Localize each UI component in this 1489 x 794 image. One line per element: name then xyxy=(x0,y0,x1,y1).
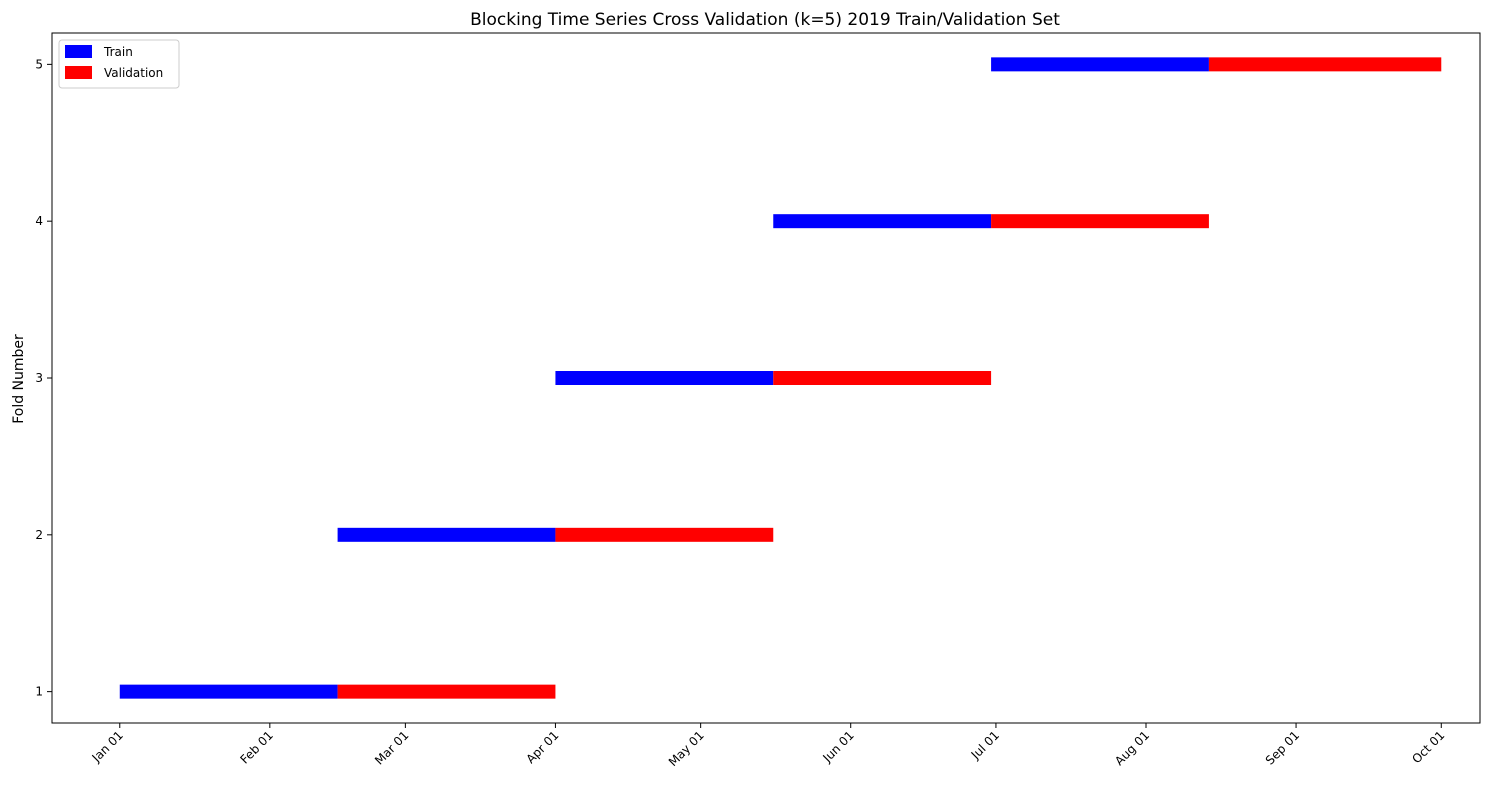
y-tick-label: 1 xyxy=(35,685,43,699)
x-tick-label: Jul 01 xyxy=(968,728,1002,762)
train-bar-fold-5 xyxy=(991,57,1209,72)
x-axis-ticks: Jan 01 Feb 01 Mar 01 Apr 01 May 01 Jun 01 Jul … xyxy=(89,723,1447,769)
y-tick-label: 4 xyxy=(35,214,43,228)
y-axis-label: Fold Number xyxy=(11,334,27,424)
validation-bar-fold-1 xyxy=(337,684,556,699)
train-bar-fold-4 xyxy=(773,214,992,229)
y-tick-label: 2 xyxy=(35,528,43,542)
x-tick-label: Mar 01 xyxy=(372,728,411,767)
x-tick-label: Sep 01 xyxy=(1263,728,1302,767)
x-tick-label: May 01 xyxy=(666,728,707,769)
legend-swatch-validation xyxy=(65,66,92,79)
validation-bar-fold-5 xyxy=(1208,57,1442,72)
train-bar-fold-1 xyxy=(119,684,338,699)
plot-area xyxy=(119,57,1442,699)
x-tick-label: Jan 01 xyxy=(89,728,126,765)
validation-bar-fold-4 xyxy=(991,214,1209,229)
legend-label-validation: Validation xyxy=(104,66,163,80)
legend: Train Validation xyxy=(58,39,180,89)
x-tick-label: Aug 01 xyxy=(1112,728,1152,768)
train-bar-fold-3 xyxy=(555,371,774,385)
chart-title: Blocking Time Series Cross Validation (k… xyxy=(470,10,1060,30)
y-axis-ticks: 1 2 3 4 5 xyxy=(35,57,52,699)
validation-bar-fold-2 xyxy=(555,527,774,542)
x-tick-label: Feb 01 xyxy=(238,728,276,766)
y-tick-label: 3 xyxy=(35,371,43,385)
y-tick-label: 5 xyxy=(35,57,43,71)
plot-frame xyxy=(51,32,1481,724)
x-tick-label: Jun 01 xyxy=(819,728,856,765)
legend-label-train: Train xyxy=(103,45,133,59)
x-tick-label: Oct 01 xyxy=(1409,728,1447,766)
validation-bar-fold-3 xyxy=(773,371,992,385)
legend-swatch-train xyxy=(65,45,92,58)
x-tick-label: Apr 01 xyxy=(523,728,561,766)
train-bar-fold-2 xyxy=(337,527,556,542)
